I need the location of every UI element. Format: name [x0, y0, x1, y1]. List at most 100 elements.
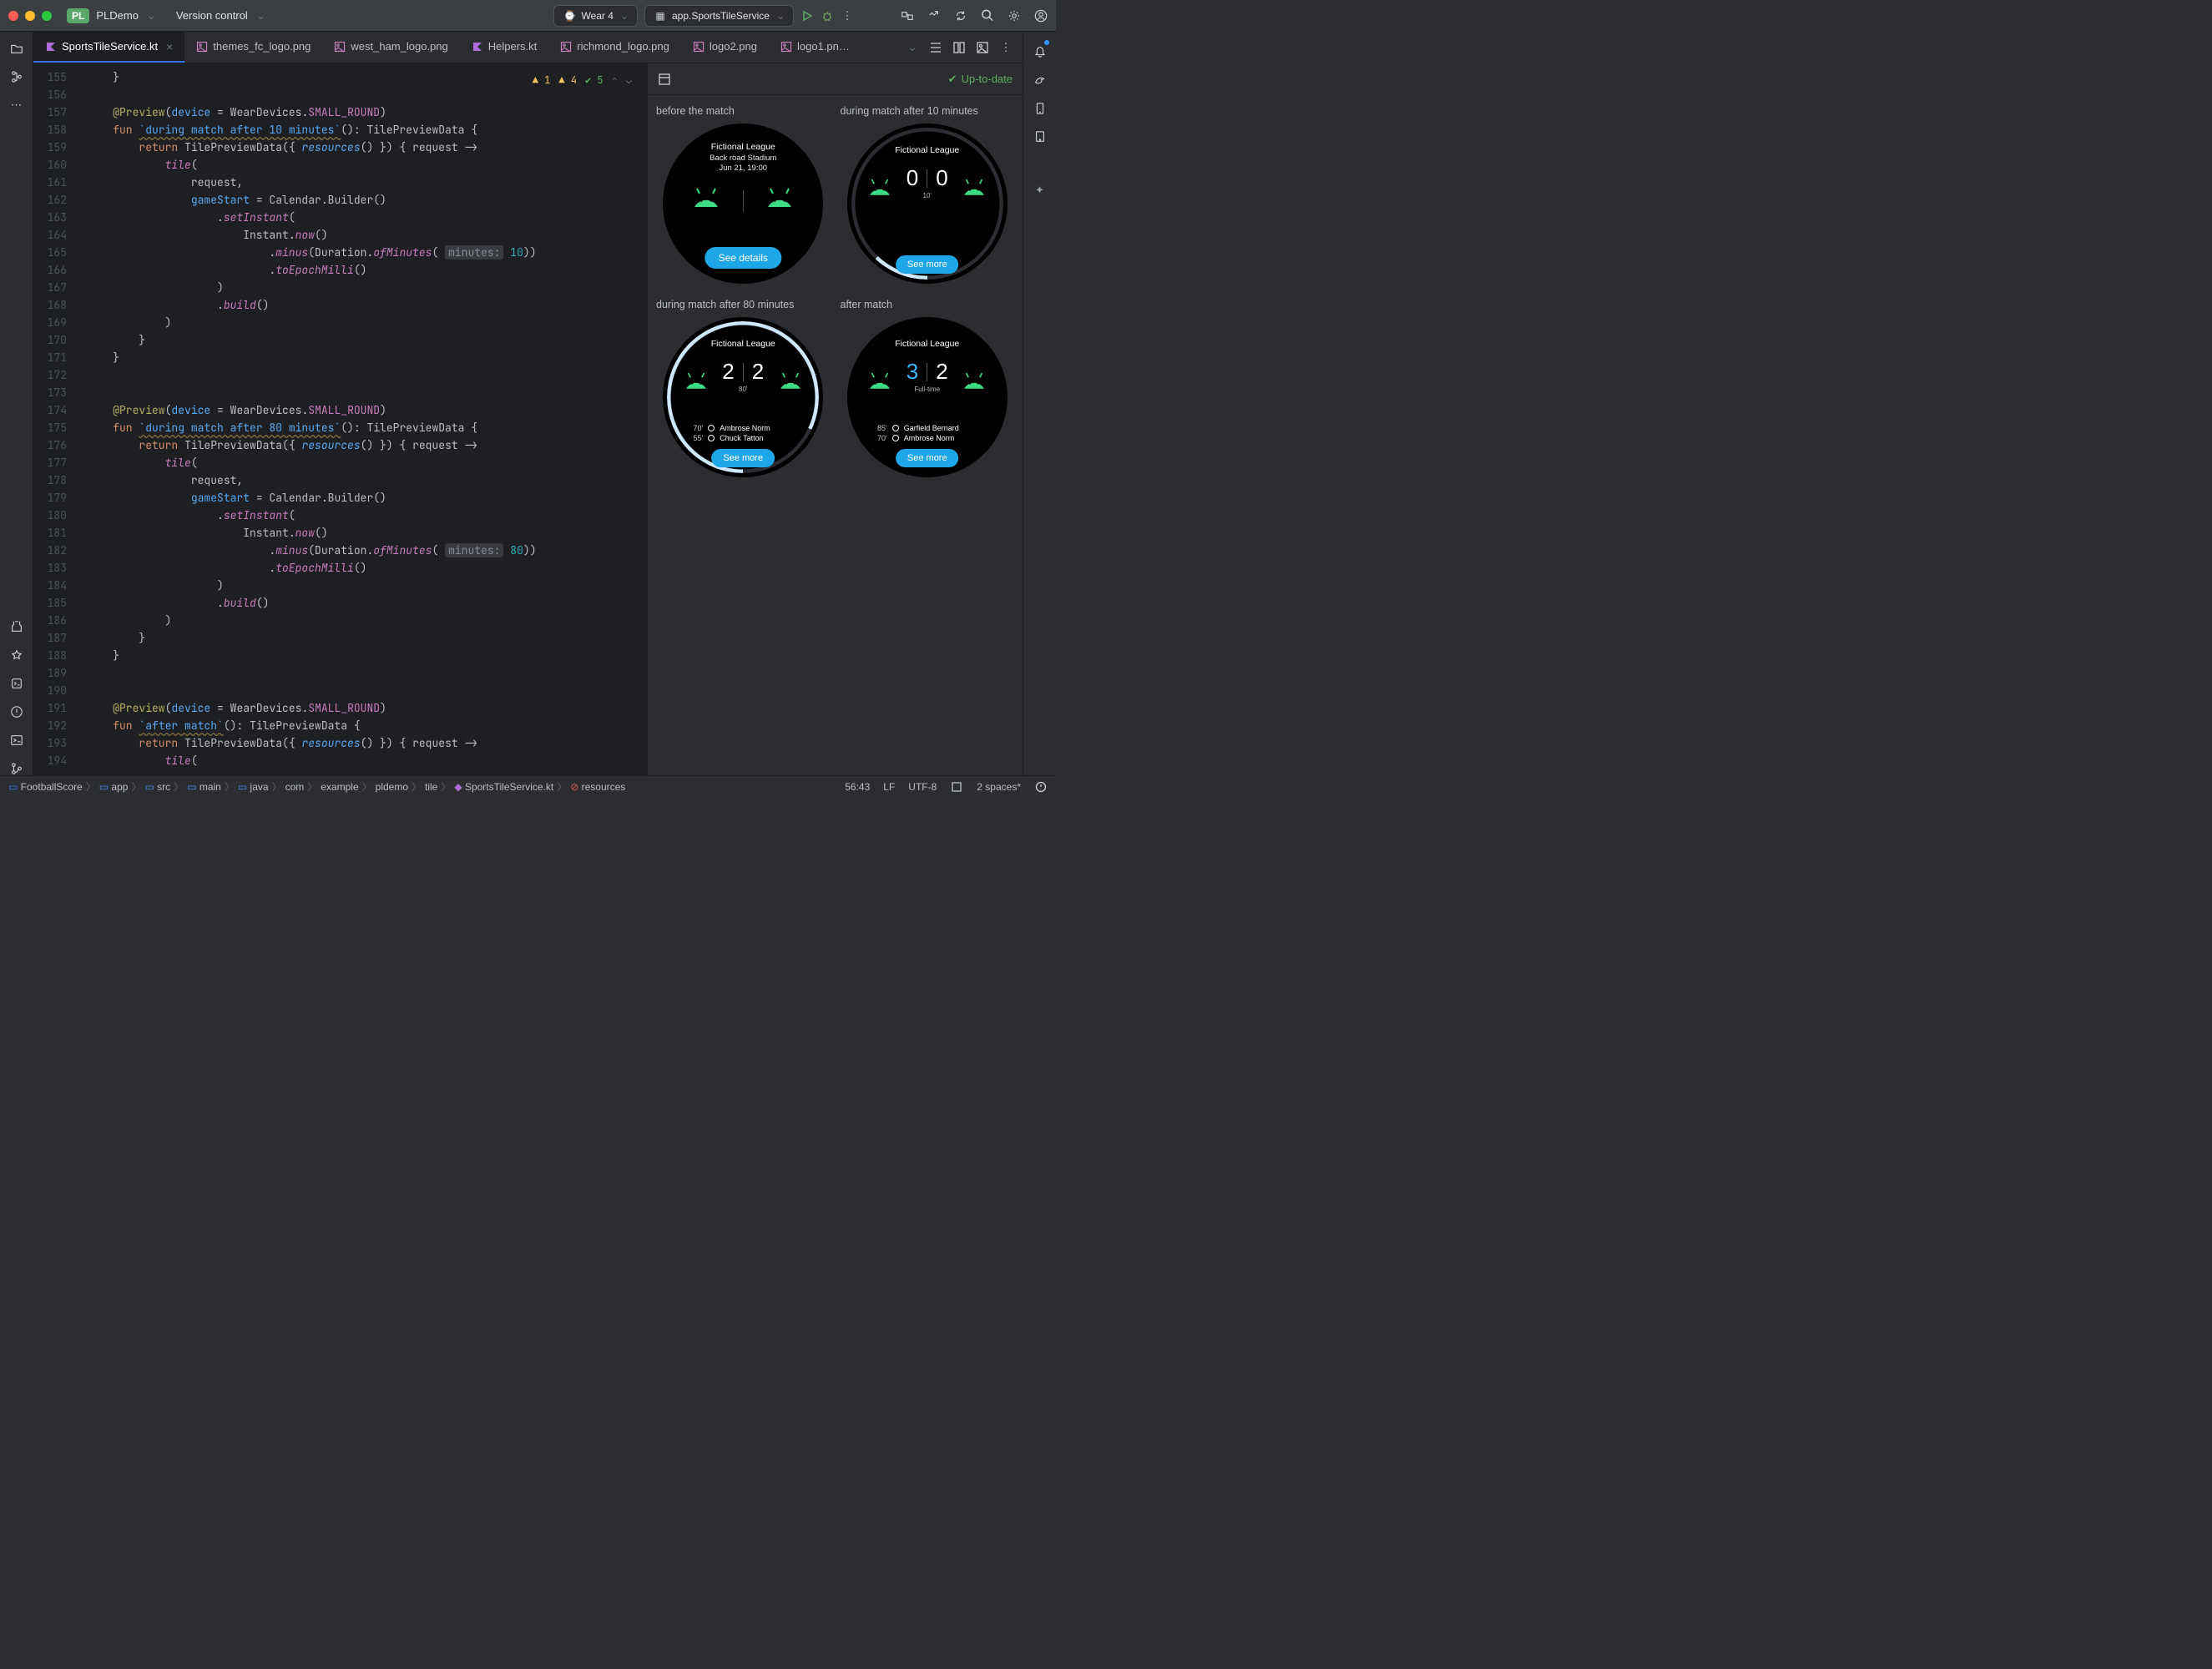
line-gutter: 1551561571581591601611621631641651661671… — [33, 63, 77, 775]
vcs-menu[interactable]: Version control — [176, 9, 248, 22]
tab-label: themes_fc_logo.png — [213, 40, 311, 53]
error-count: ▲ 1 — [533, 72, 551, 89]
chevron-down-icon: ⌄ — [256, 9, 265, 23]
zoom-traffic-icon[interactable] — [42, 11, 52, 21]
right-toolwindow-bar: ✦ — [1023, 32, 1056, 775]
emulator-icon[interactable] — [1033, 130, 1047, 144]
services-icon[interactable] — [10, 677, 23, 690]
indent-settings[interactable]: 2 spaces* — [977, 781, 1021, 793]
memory-icon[interactable] — [1034, 780, 1048, 794]
see-more-button[interactable]: See more — [711, 449, 775, 467]
run-config-selector[interactable]: ▦ app.SportsTileService ⌄ — [644, 5, 794, 27]
account-icon[interactable] — [1034, 9, 1048, 23]
warning-count: ▲ 4 — [558, 72, 577, 89]
tab-label: logo1.pn… — [797, 40, 850, 53]
editor-tab[interactable]: Helpers.kt — [460, 32, 549, 63]
bookmarks-icon[interactable] — [10, 648, 23, 662]
device-selector[interactable]: ⌚ Wear 4 ⌄ — [553, 5, 638, 27]
weak-warning-count: ✔ 5 — [585, 72, 604, 89]
inspection-widget[interactable]: ▲ 1 ▲ 4 ✔ 5 ⌃ ⌄ — [529, 70, 635, 91]
tab-label: SportsTileService.kt — [62, 40, 158, 53]
preview-status: ✔ Up-to-date — [948, 73, 1013, 86]
tab-dropdown-icon[interactable]: ⌄ — [906, 41, 919, 54]
preview-label: during match after 80 minutes — [656, 299, 831, 310]
breadcrumb-item[interactable]: ▭ java — [238, 781, 269, 793]
tab-label: logo2.png — [710, 40, 757, 53]
editor-tab[interactable]: logo1.pn… — [769, 32, 861, 63]
tab-label: richmond_logo.png — [577, 40, 669, 53]
window-controls[interactable] — [8, 11, 52, 21]
notification-dot-icon — [1044, 40, 1049, 45]
reader-mode-icon[interactable] — [952, 41, 966, 54]
status-bar: ▭ FootballScore〉▭ app〉▭ src〉▭ main〉▭ jav… — [0, 775, 1056, 797]
run-config-label: app.SportsTileService — [672, 10, 770, 22]
preview-layout-icon[interactable] — [658, 73, 671, 86]
image-file-icon — [693, 41, 705, 53]
editor-tab[interactable]: logo2.png — [681, 32, 769, 63]
search-icon[interactable] — [981, 9, 994, 23]
device-manager-icon[interactable] — [1033, 102, 1047, 115]
run-icon[interactable] — [800, 9, 814, 23]
sync-icon[interactable] — [954, 9, 967, 23]
prev-highlight-icon[interactable]: ⌃ — [612, 72, 618, 89]
structure-icon[interactable] — [10, 70, 23, 83]
problems-icon[interactable] — [10, 705, 23, 719]
watch-face: Fictional League2280'70'Ambrose Norm55'C… — [663, 317, 823, 477]
editor-tab[interactable]: richmond_logo.png — [548, 32, 681, 63]
file-encoding[interactable]: UTF-8 — [908, 781, 937, 793]
list-view-icon[interactable] — [929, 41, 942, 54]
build-icon[interactable] — [10, 620, 23, 633]
editor-tab[interactable]: west_ham_logo.png — [322, 32, 459, 63]
gradle-icon[interactable] — [1033, 73, 1047, 87]
preview-tile: during match after 80 minutes Fictional L… — [656, 299, 831, 477]
readonly-icon[interactable] — [950, 780, 963, 794]
code-with-me-icon[interactable] — [901, 9, 914, 23]
see-more-button[interactable]: See more — [896, 449, 959, 467]
watch-face: Fictional LeagueBack road StadiumJun 21,… — [663, 124, 823, 284]
chevron-down-icon: ⌄ — [147, 9, 156, 23]
see-more-button[interactable]: See more — [896, 255, 959, 274]
ai-assistant-icon[interactable]: ✦ — [1033, 184, 1047, 197]
debug-icon[interactable] — [821, 9, 834, 23]
close-tab-icon[interactable]: × — [166, 40, 173, 53]
updates-icon[interactable] — [927, 9, 941, 23]
breadcrumb-item[interactable]: ◆ SportsTileService.kt — [454, 781, 553, 793]
breadcrumb-item[interactable]: ▭ main — [187, 781, 221, 793]
titlebar-tools — [901, 9, 1048, 23]
minimize-traffic-icon[interactable] — [25, 11, 35, 21]
chevron-down-icon: ⌄ — [776, 10, 785, 22]
caret-position[interactable]: 56:43 — [845, 781, 870, 793]
code-editor[interactable]: 1551561571581591601611621631641651661671… — [33, 63, 647, 775]
settings-icon[interactable] — [1008, 9, 1021, 23]
next-highlight-icon[interactable]: ⌄ — [626, 72, 632, 89]
watch-face: Fictional League32Full-time85'Garfield B… — [847, 317, 1008, 477]
breadcrumb-item[interactable]: pldemo — [376, 781, 408, 793]
image-file-icon — [334, 41, 346, 53]
line-separator[interactable]: LF — [883, 781, 895, 793]
editor-tabs: SportsTileService.kt × themes_fc_logo.png w… — [33, 32, 1023, 63]
project-icon[interactable] — [10, 42, 23, 55]
image-file-icon — [560, 41, 572, 53]
notifications-icon[interactable] — [1033, 45, 1047, 58]
breadcrumb-item[interactable]: ▭ src — [144, 781, 170, 793]
tab-more-icon[interactable]: ⋮ — [999, 41, 1013, 54]
breadcrumb-item[interactable]: ⊘ resources — [570, 781, 625, 793]
editor-tab[interactable]: SportsTileService.kt × — [33, 32, 184, 63]
more-icon[interactable]: ⋮ — [841, 9, 854, 23]
breadcrumb-item[interactable]: ▭ app — [99, 781, 129, 793]
close-traffic-icon[interactable] — [8, 11, 18, 21]
breadcrumb-item[interactable]: example — [321, 781, 358, 793]
project-name[interactable]: PLDemo — [96, 9, 139, 22]
breadcrumb-item[interactable]: tile — [425, 781, 437, 793]
editor-tab[interactable]: themes_fc_logo.png — [184, 32, 322, 63]
see-details-button[interactable]: See details — [705, 247, 781, 269]
breadcrumb-item[interactable]: com — [285, 781, 305, 793]
project-badge: PL — [67, 8, 89, 23]
vcs-icon[interactable] — [10, 762, 23, 775]
more-tools-icon[interactable]: ⋯ — [10, 98, 23, 112]
breadcrumbs[interactable]: ▭ FootballScore〉▭ app〉▭ src〉▭ main〉▭ jav… — [8, 779, 625, 794]
breadcrumb-item[interactable]: ▭ FootballScore — [8, 781, 83, 793]
image-preview-icon[interactable] — [976, 41, 989, 54]
code-area[interactable]: } @Preview(device = WearDevices.SMALL_RO… — [77, 63, 647, 775]
terminal-icon[interactable] — [10, 734, 23, 747]
